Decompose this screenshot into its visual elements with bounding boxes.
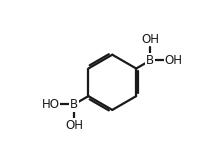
Text: B: B bbox=[146, 54, 154, 67]
Text: HO: HO bbox=[42, 98, 60, 111]
Text: OH: OH bbox=[141, 33, 159, 46]
Text: OH: OH bbox=[165, 54, 183, 67]
Text: B: B bbox=[70, 98, 78, 111]
Text: OH: OH bbox=[65, 119, 83, 132]
